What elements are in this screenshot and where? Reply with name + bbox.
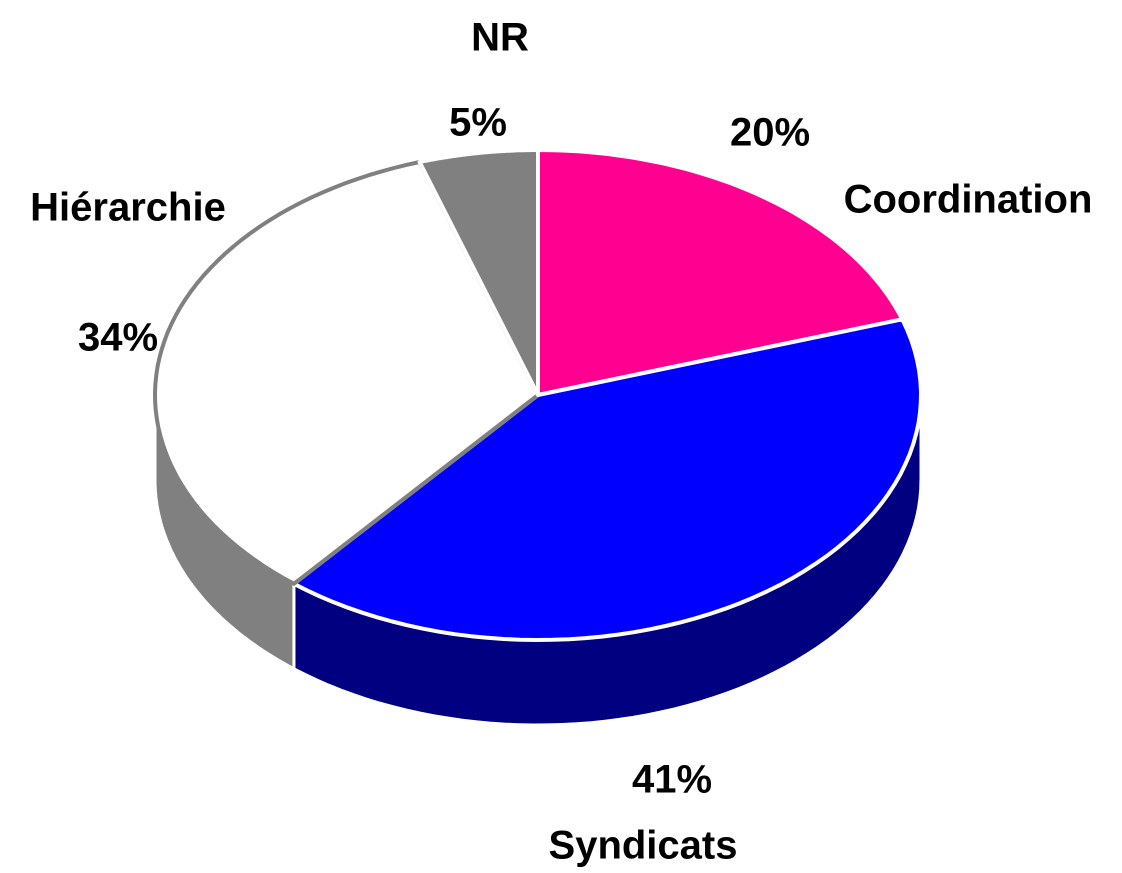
slice: [536, 148, 905, 397]
value-label: 5%: [449, 101, 507, 145]
slice: [417, 148, 540, 397]
category-label: NR: [471, 16, 529, 60]
value-label: 34%: [78, 316, 158, 360]
value-label: 20%: [730, 111, 810, 155]
category-label: Coordination: [844, 178, 1093, 222]
category-label: Syndicats: [549, 824, 738, 868]
slice: [291, 317, 923, 642]
category-label: Hiérarchie: [30, 186, 226, 230]
value-label: 41%: [632, 758, 712, 802]
slice: [153, 160, 540, 586]
